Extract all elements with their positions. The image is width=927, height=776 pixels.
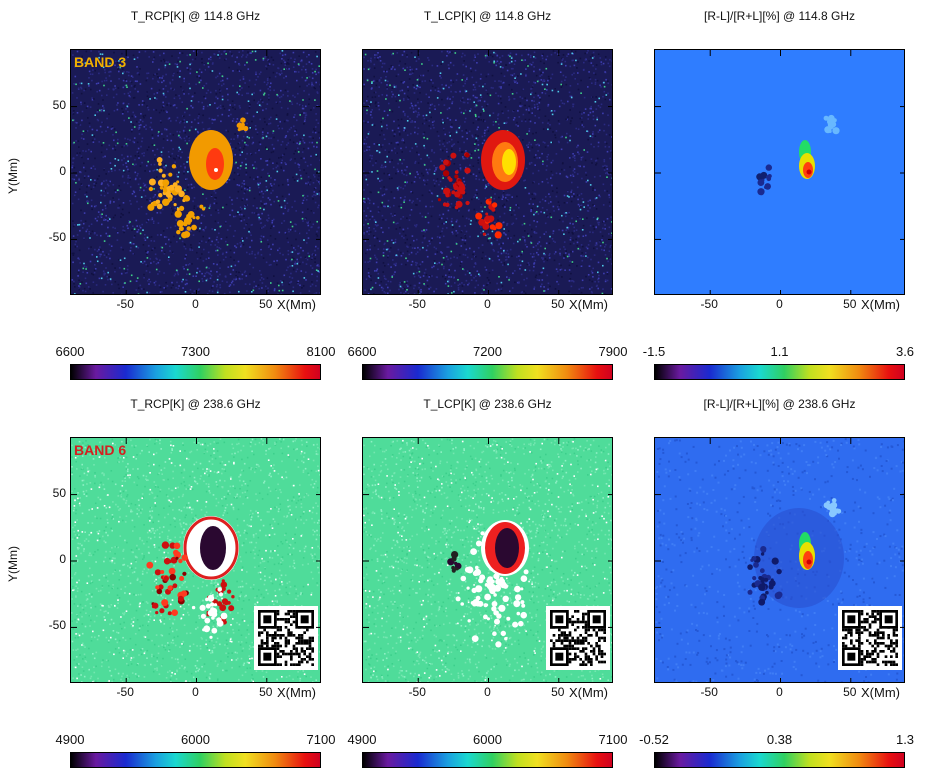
colorbar-tick-label: 7100	[306, 732, 336, 747]
x-axis-label: X(Mm)	[861, 685, 900, 700]
colorbar-tick-label: 8100	[306, 344, 336, 359]
colorbar-tick-label: 6000	[473, 732, 502, 747]
colorbar-tick-label: 4900	[347, 732, 377, 747]
image-panel	[70, 49, 321, 295]
panel-title: [R-L]/[R+L][%] @ 238.6 GHz	[703, 397, 856, 411]
x-tick-label: 50	[551, 297, 565, 311]
band-label: BAND 6	[74, 442, 127, 458]
x-tick-label: -50	[408, 297, 426, 311]
y-tick-label: 0	[59, 552, 66, 566]
colorbar	[654, 752, 905, 768]
x-tick-label: 50	[843, 685, 857, 699]
colorbar	[362, 364, 613, 380]
y-tick-label: 50	[52, 485, 66, 500]
x-tick-label: -50	[116, 685, 134, 699]
x-tick-label: 0	[484, 685, 491, 699]
colorbar-tick-label: 7200	[473, 344, 502, 359]
x-tick-label: 0	[776, 685, 783, 699]
y-axis-label: Y(Mm)	[6, 158, 20, 194]
x-tick-label: 0	[192, 297, 199, 311]
colorbar-tick-label: 7900	[598, 344, 628, 359]
colorbar-tick-label: 6000	[181, 732, 210, 747]
x-tick-label: 0	[484, 297, 491, 311]
x-tick-label: 0	[192, 685, 199, 699]
colorbar-tick-label: 0.38	[766, 732, 793, 747]
y-tick-label: 50	[52, 97, 66, 112]
colorbar-tick-label: 6600	[55, 344, 85, 359]
image-panel	[70, 437, 321, 683]
colorbar	[362, 752, 613, 768]
panel-title: T_RCP[K] @ 114.8 GHz	[130, 9, 261, 23]
panel-title: T_RCP[K] @ 238.6 GHz	[130, 397, 261, 411]
x-tick-label: -50	[116, 297, 134, 311]
x-axis-label: X(Mm)	[569, 685, 608, 700]
x-tick-label: -50	[700, 685, 718, 699]
colorbar-tick-label: -0.52	[639, 732, 669, 747]
x-axis-label: X(Mm)	[277, 297, 316, 312]
colorbar-tick-label: 7100	[598, 732, 628, 747]
colorbar-tick-label: -1.5	[642, 344, 666, 359]
x-tick-label: 50	[843, 297, 857, 311]
colorbar-tick-label: 6600	[347, 344, 377, 359]
image-panel	[654, 49, 905, 295]
x-tick-label: -50	[408, 685, 426, 699]
colorbar-tick-label: 3.6	[895, 344, 915, 359]
colorbar-tick-label: 7300	[181, 344, 210, 359]
band-label: BAND 3	[74, 54, 127, 70]
image-map	[363, 50, 612, 294]
image-map	[71, 50, 320, 294]
x-tick-label: 50	[259, 297, 273, 311]
y-tick-label: -50	[48, 230, 66, 245]
image-panel	[362, 49, 613, 295]
image-map	[655, 438, 904, 682]
image-map	[655, 50, 904, 294]
image-panel	[362, 437, 613, 683]
x-axis-label: X(Mm)	[569, 297, 608, 312]
x-tick-label: 50	[551, 685, 565, 699]
y-tick-label: -50	[48, 618, 66, 633]
x-axis-label: X(Mm)	[277, 685, 316, 700]
y-tick-label: 0	[59, 164, 66, 178]
x-tick-label: 0	[776, 297, 783, 311]
image-map	[363, 438, 612, 682]
y-axis-label: Y(Mm)	[6, 546, 20, 582]
colorbar-tick-label: 4900	[55, 732, 85, 747]
colorbar-tick-label: 1.1	[770, 344, 789, 359]
x-axis-label: X(Mm)	[861, 297, 900, 312]
colorbar-tick-label: 1.3	[895, 732, 915, 747]
x-tick-label: 50	[259, 685, 273, 699]
colorbar	[70, 364, 321, 380]
image-map	[71, 438, 320, 682]
colorbar	[70, 752, 321, 768]
colorbar	[654, 364, 905, 380]
panel-title: [R-L]/[R+L][%] @ 114.8 GHz	[703, 9, 856, 23]
image-panel	[654, 437, 905, 683]
panel-title: T_LCP[K] @ 238.6 GHz	[423, 397, 552, 411]
panel-title: T_LCP[K] @ 114.8 GHz	[423, 9, 552, 23]
x-tick-label: -50	[700, 297, 718, 311]
